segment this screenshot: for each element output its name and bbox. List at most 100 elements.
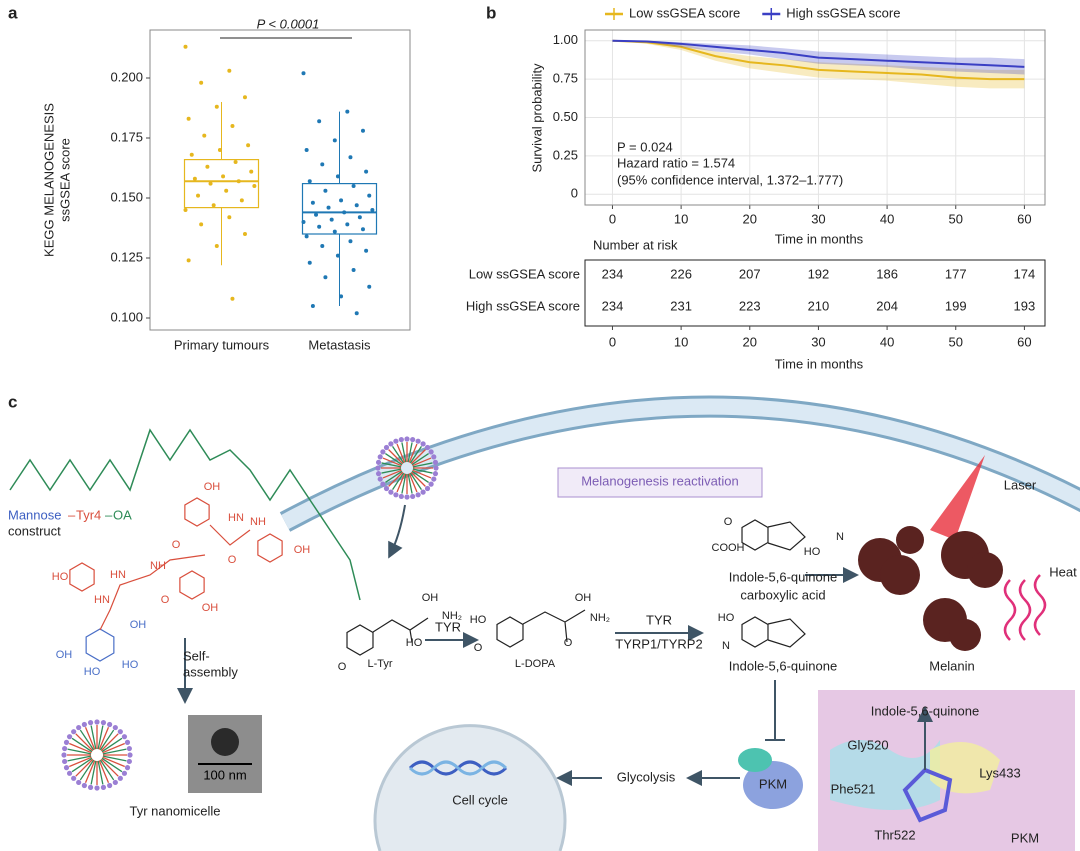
laser-beam	[930, 455, 985, 540]
micelle-head	[375, 471, 382, 477]
point	[307, 179, 312, 184]
micelle-chain	[381, 468, 402, 474]
atom-label: HO	[122, 659, 139, 671]
label: Heat	[1049, 564, 1077, 579]
cell: 192	[808, 266, 830, 281]
label: Cell cycle	[452, 792, 508, 807]
point	[367, 193, 372, 198]
micelle-head	[388, 441, 394, 447]
oleic-chain	[9, 428, 361, 601]
micelle-head	[71, 729, 77, 735]
backbone	[99, 524, 251, 631]
micelle-chain	[409, 472, 422, 490]
micelle-head	[398, 493, 404, 500]
point	[332, 138, 337, 143]
micelle-head	[94, 785, 100, 791]
cell: 226	[670, 266, 692, 281]
label: construct	[8, 523, 61, 538]
point	[208, 181, 213, 186]
micelle-chain	[71, 757, 93, 773]
y-label: ssGSEA score	[57, 138, 72, 222]
micelle-head	[393, 492, 399, 498]
micelle-chain	[381, 462, 402, 468]
atom-label: NH	[150, 560, 166, 572]
y-tick-label: 0.100	[110, 309, 143, 324]
x-tick-label: 20	[743, 334, 757, 349]
atom-label: HO	[470, 614, 487, 626]
micelle-head	[410, 493, 416, 500]
cell: 234	[602, 298, 624, 313]
point	[310, 200, 315, 205]
atom-label: OH	[422, 592, 439, 604]
atom-label: NH	[250, 516, 266, 528]
micelle-head	[375, 465, 381, 471]
point	[192, 176, 197, 181]
point	[217, 148, 222, 152]
label: Indole-5,6-quinone	[729, 569, 837, 584]
micelle-head	[428, 481, 434, 487]
micelle-head	[121, 770, 128, 776]
point	[242, 232, 247, 236]
micelle-chain	[79, 729, 95, 751]
confidence-band	[612, 40, 1025, 89]
label: TYRP1/TYRP2	[615, 636, 702, 651]
micelle-chain	[98, 727, 110, 750]
atom-label: O	[564, 637, 573, 649]
cell: 207	[739, 266, 761, 281]
micelle-chain	[407, 473, 413, 494]
atom-label: OH	[56, 649, 73, 661]
point	[239, 198, 244, 203]
inset-label: Lys433	[979, 765, 1020, 780]
membrane-inner	[281, 398, 1080, 530]
micelle-chain	[396, 443, 406, 463]
point	[196, 193, 201, 198]
point	[332, 229, 337, 234]
micelle-chain	[388, 449, 404, 465]
atom-label: NH₂	[590, 612, 610, 624]
label: Self-	[183, 648, 210, 663]
ring	[741, 616, 769, 648]
construct-part: –	[68, 507, 76, 522]
point	[202, 133, 207, 138]
arrow	[388, 504, 406, 559]
point	[326, 205, 331, 210]
micelle-chain	[102, 748, 127, 755]
cell: 210	[808, 298, 830, 313]
ring	[496, 616, 524, 648]
point	[301, 220, 306, 224]
point	[214, 244, 219, 248]
point	[249, 169, 254, 174]
point	[354, 311, 359, 316]
construct-part: –	[105, 507, 113, 522]
melanin	[858, 526, 1003, 651]
micelle-chain	[69, 756, 92, 768]
x-tick-label: 60	[1017, 334, 1031, 349]
cell: 193	[1014, 298, 1036, 313]
x-tick-label: 40	[880, 334, 894, 349]
micelle-head	[431, 454, 437, 460]
label: TYR	[646, 612, 672, 627]
point	[214, 104, 219, 109]
point	[242, 95, 247, 100]
micelle-head	[433, 465, 439, 471]
heat-waves	[1003, 574, 1047, 641]
point	[304, 234, 309, 239]
atom-label: N	[836, 531, 844, 543]
point	[339, 198, 344, 203]
x-tick-label: 40	[880, 211, 894, 226]
point	[236, 179, 241, 184]
micelle-chain	[411, 453, 429, 466]
micelle-head	[420, 441, 426, 447]
surface	[830, 740, 940, 810]
point	[320, 244, 325, 248]
label: 100 nm	[203, 767, 246, 782]
micelle-chain	[75, 758, 94, 777]
micelle-head	[380, 481, 386, 487]
micelle-chain	[79, 759, 95, 781]
point	[323, 275, 328, 280]
box	[183, 159, 260, 209]
box	[301, 183, 378, 235]
micelle-chain	[97, 760, 104, 785]
ring	[184, 497, 210, 527]
label: Laser	[1004, 477, 1037, 492]
